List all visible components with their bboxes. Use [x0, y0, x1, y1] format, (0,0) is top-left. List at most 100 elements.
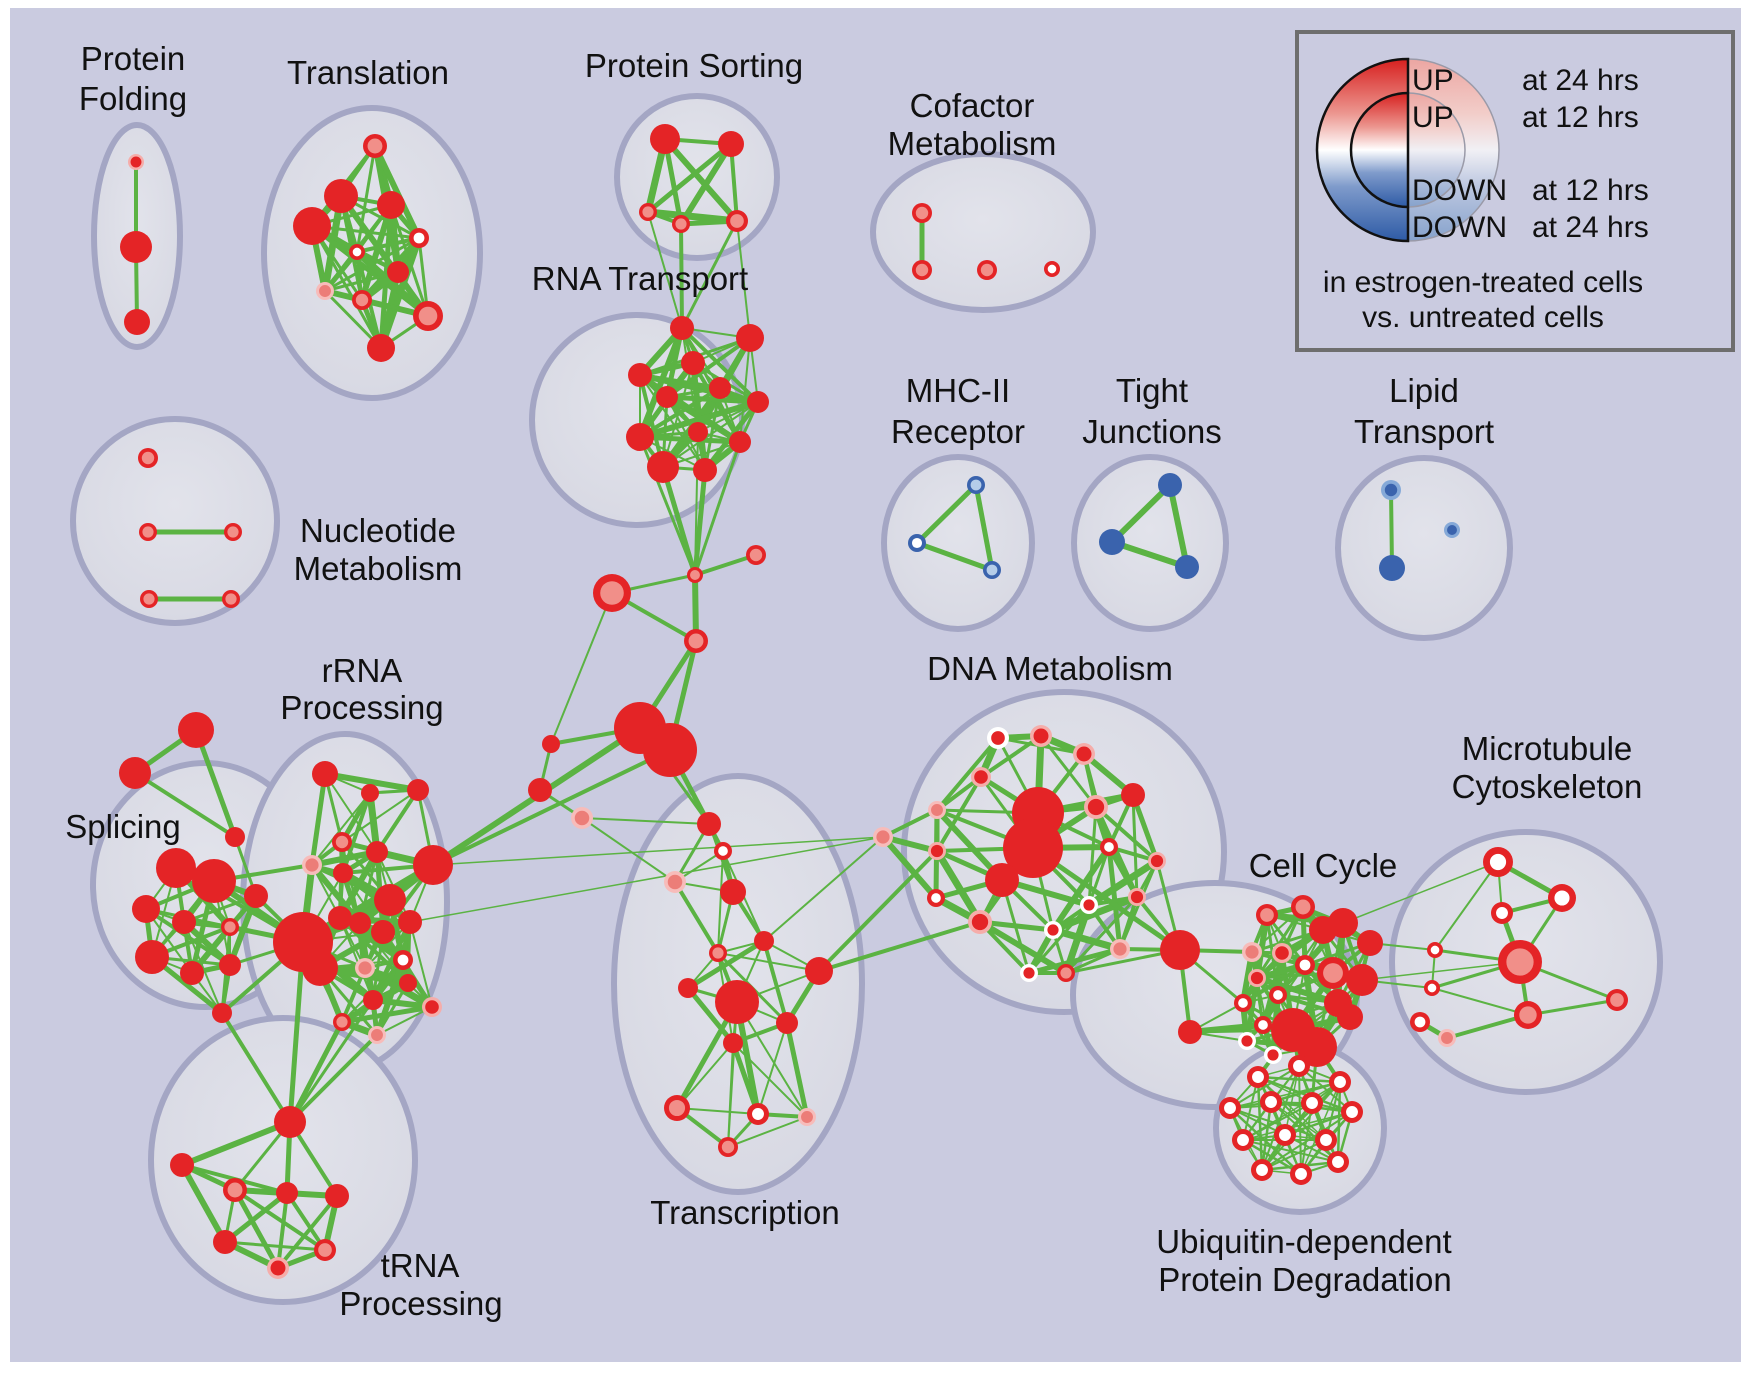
edge: [133, 771, 237, 839]
node-center: [335, 835, 349, 849]
edge: [685, 985, 736, 1046]
node: [670, 316, 694, 340]
node-center: [1113, 942, 1127, 956]
node-center: [142, 526, 154, 538]
node-center: [688, 633, 704, 649]
node: [398, 910, 422, 934]
cluster-label-tight-junctions: Tight: [1116, 372, 1188, 409]
node-center: [1265, 1096, 1277, 1108]
legend-time-0: at 24 hrs: [1522, 64, 1639, 97]
node: [693, 458, 717, 482]
edge: [183, 921, 223, 1014]
cluster-label-ubiquitin-degradation: Protein Degradation: [1158, 1261, 1452, 1298]
legend-time-1: at 12 hrs: [1522, 101, 1639, 134]
edge: [1261, 1081, 1341, 1171]
edge: [309, 771, 328, 868]
edge: [1342, 861, 1499, 924]
edge: [757, 1022, 788, 1115]
cluster-label-cofactor-metabolism: Metabolism: [888, 125, 1057, 162]
edge: [233, 1188, 327, 1252]
cluster-label-splicing: Splicing: [65, 808, 181, 845]
node: [192, 859, 236, 903]
node: [276, 1182, 298, 1204]
node: [1357, 930, 1383, 956]
node-center: [991, 731, 1005, 745]
node-center: [413, 232, 425, 244]
node-center: [1610, 993, 1624, 1007]
edge: [717, 850, 724, 954]
node: [1158, 473, 1182, 497]
node-center: [1334, 1076, 1346, 1088]
cluster-label-cofactor-metabolism: Cofactor: [910, 87, 1035, 124]
edge: [1131, 793, 1139, 899]
edge: [637, 399, 761, 440]
node: [387, 261, 409, 283]
node-center: [227, 1182, 243, 1198]
node-center: [730, 214, 744, 228]
edge: [324, 773, 378, 853]
node-center: [418, 306, 438, 326]
node: [656, 386, 678, 408]
node: [1121, 783, 1145, 807]
node: [135, 940, 169, 974]
edge: [673, 880, 720, 955]
node: [225, 827, 245, 847]
node-center: [352, 247, 362, 257]
edge: [1167, 482, 1190, 570]
node-center: [1023, 967, 1035, 979]
node-center: [600, 581, 624, 605]
edge: [1336, 1080, 1342, 1164]
node: [1328, 908, 1358, 938]
node: [723, 1033, 743, 1053]
edge: [935, 736, 1000, 812]
cluster-label-ubiquitin-degradation: Ubiquitin-dependent: [1156, 1223, 1451, 1260]
node-center: [397, 954, 409, 966]
legend-time-3: at 24 hrs: [1532, 211, 1649, 244]
edge: [817, 920, 982, 973]
edge: [1256, 1075, 1354, 1114]
node-center: [915, 206, 929, 220]
node-center: [1427, 983, 1437, 993]
node: [643, 723, 697, 777]
node-center: [425, 1000, 439, 1014]
node: [542, 735, 560, 753]
node: [715, 980, 759, 1024]
node-center: [1060, 967, 1072, 979]
node: [697, 812, 721, 836]
node: [709, 377, 731, 399]
node-center: [675, 218, 687, 230]
node: [312, 761, 338, 787]
cluster-tight-junctions: [1071, 454, 1229, 632]
edge: [1106, 844, 1123, 952]
edge: [1106, 844, 1140, 900]
edge: [694, 431, 699, 576]
cluster-label-rna-transport: RNA Transport: [532, 260, 748, 297]
node: [324, 179, 358, 213]
node-center: [1083, 899, 1095, 911]
legend-circle-left: [1349, 91, 1410, 209]
node: [399, 974, 417, 992]
node-center: [1323, 963, 1343, 983]
node: [119, 757, 151, 789]
node-center: [1252, 1071, 1264, 1083]
node: [1175, 555, 1199, 579]
node-center: [143, 593, 155, 605]
node: [1178, 1020, 1202, 1044]
node-center: [1384, 483, 1398, 497]
node-center: [1224, 1102, 1236, 1114]
node-center: [1496, 907, 1508, 919]
node-center: [1306, 1097, 1318, 1109]
edge: [355, 236, 421, 254]
node-center: [355, 293, 369, 307]
node-center: [1447, 525, 1457, 535]
node: [736, 324, 764, 352]
edge: [973, 482, 995, 573]
node-center: [1295, 899, 1311, 915]
node: [374, 884, 406, 916]
node-center: [1519, 1006, 1537, 1024]
node-center: [1130, 890, 1144, 904]
node-center: [1293, 1060, 1305, 1072]
cluster-nucleotide-metabolism: [70, 416, 280, 626]
node: [688, 422, 708, 442]
node: [377, 191, 405, 219]
